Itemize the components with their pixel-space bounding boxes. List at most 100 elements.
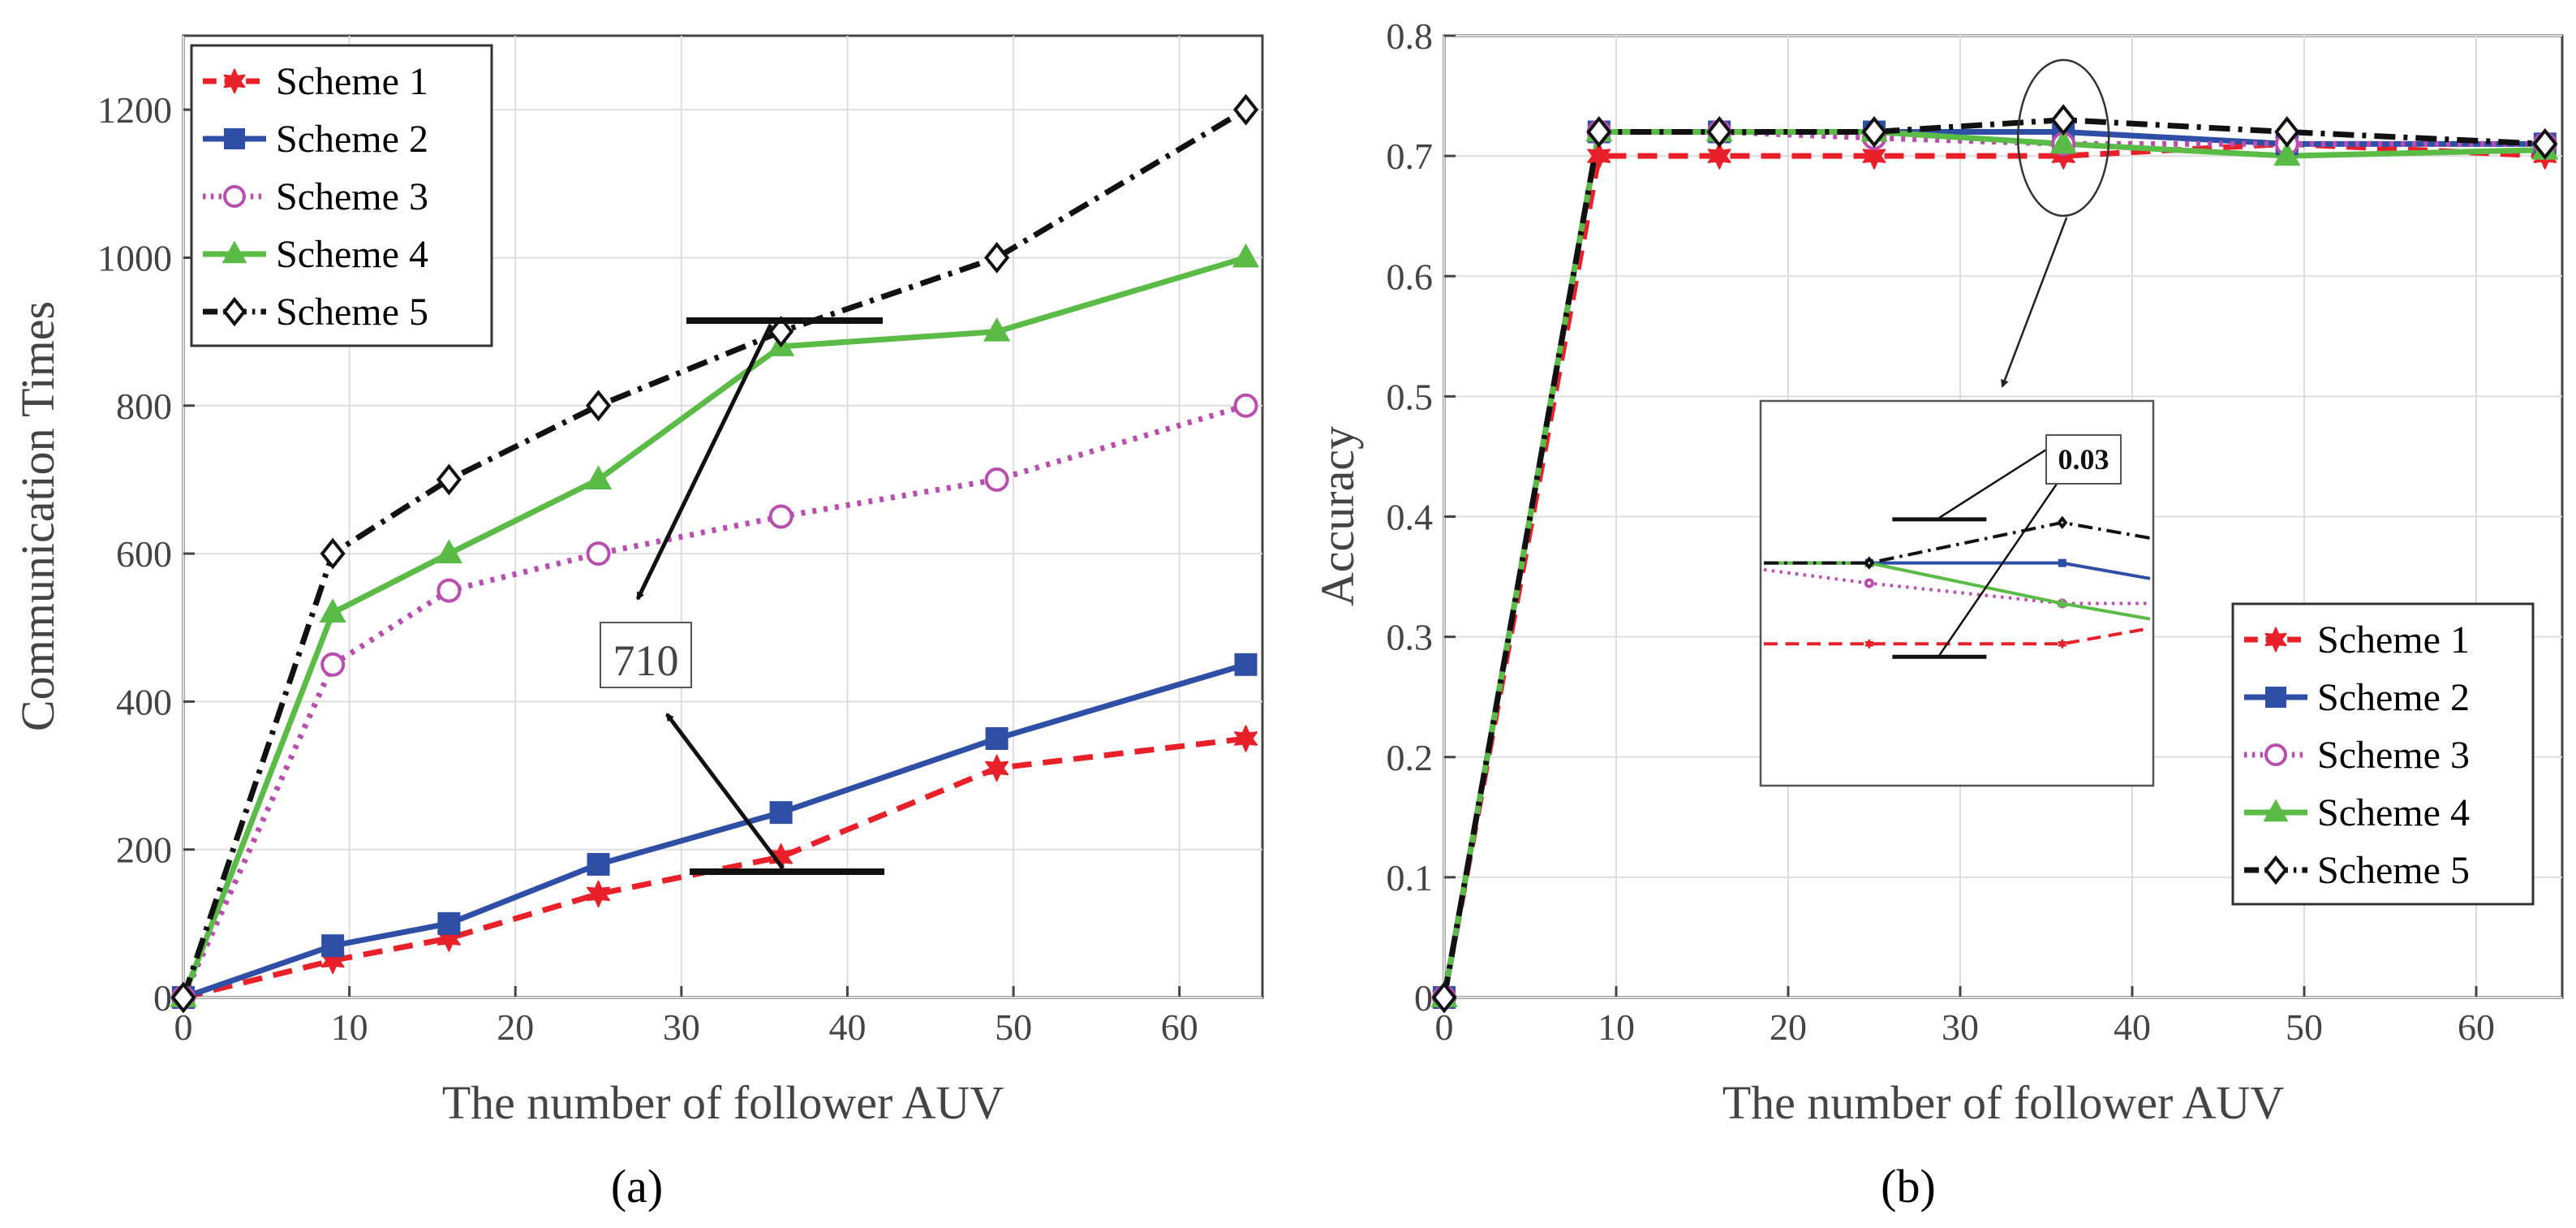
chart-a-series-5-point xyxy=(984,242,1010,274)
chart-a-series-5-point xyxy=(1232,93,1259,126)
chart-a-series-2-point xyxy=(1234,653,1258,676)
chart-b-series-4-point xyxy=(2049,129,2077,154)
chart-b-legend-marker-1 xyxy=(2264,627,2287,653)
chart-a-series-2-point xyxy=(769,801,793,825)
chart-a-y-axis-label: Communication Times xyxy=(11,301,64,731)
chart-b-series-4-point xyxy=(2273,141,2301,166)
chart-a-x-tick-label: 0 xyxy=(174,1006,193,1048)
chart-b-caption: (b) xyxy=(1881,1160,1936,1213)
chart-b-inset-line-1 xyxy=(1764,627,2151,646)
chart-b-y-tick-label: 0.5 xyxy=(1387,376,1434,417)
chart-b-series-5-point xyxy=(2532,127,2558,160)
chart-a-annotation-box xyxy=(600,622,692,688)
chart-b-x-tick-label: 40 xyxy=(2114,1006,2151,1048)
chart-a-x-tick-label: 30 xyxy=(663,1006,700,1048)
chart-a-series-1-point xyxy=(985,754,1009,782)
chart-a-series-5-point xyxy=(170,981,196,1014)
chart-b-inset-pointer-top xyxy=(1938,448,2047,519)
chart-b-series xyxy=(1430,104,2559,1014)
chart-b-inset-label-box xyxy=(2045,434,2122,485)
chart-a-legend-marker-3 xyxy=(223,185,246,208)
chart-b: 0 10 20 30 40 50 60 0 0.1 0.2 0.3 0.4 0.5 0.6 0.7 0.8 0… xyxy=(1311,15,2564,1213)
chart-a-y-tick-label: 200 xyxy=(116,829,172,871)
chart-a-legend-label-5: Scheme 5 xyxy=(276,291,428,334)
chart-b-x-tick-label: 20 xyxy=(1770,1006,1807,1048)
chart-a-x-tick-label: 40 xyxy=(828,1006,866,1048)
chart-b-series-5-point xyxy=(2050,104,2076,136)
chart-a-series-5-point xyxy=(436,463,462,496)
chart-b-inset-line-4 xyxy=(1764,561,2151,621)
chart-b-y-axis-label: Accuracy xyxy=(1311,426,1364,606)
chart-a-legend-label-2: Scheme 2 xyxy=(276,118,428,161)
chart-a-y-tick-label: 1200 xyxy=(97,89,172,131)
chart-a-arrow-down xyxy=(665,713,785,870)
chart-a-series-4-point xyxy=(584,465,613,489)
chart-b-y-tick-label: 0.4 xyxy=(1387,497,1434,538)
chart-a-x-tick-label: 10 xyxy=(331,1006,368,1048)
chart-b-inset-line-5 xyxy=(1764,520,2151,565)
chart-b-annotations xyxy=(2001,58,2110,388)
chart-b-inset-point-2 xyxy=(2058,558,2066,567)
chart-a-series-2-point xyxy=(321,934,345,958)
chart-b-y-tick-label: 0.1 xyxy=(1387,857,1434,898)
chart-b-x-tick-label: 30 xyxy=(1942,1006,1979,1048)
chart-a-series-4-point xyxy=(983,317,1011,342)
chart-a-legend: Scheme 1 Scheme 2 Scheme 3 Scheme 4 Scheme 5 xyxy=(190,44,493,347)
chart-b-legend-marker-2 xyxy=(2265,687,2286,708)
chart-a-y-tick-label: 600 xyxy=(116,533,172,575)
chart-b-inset-pointer-bottom xyxy=(1938,475,2064,656)
chart-a-series-4-point xyxy=(435,539,463,564)
chart-b-series-5-point xyxy=(1586,116,1612,148)
chart-b-series-1-point xyxy=(1862,142,1886,170)
chart-a-legend-label-1: Scheme 1 xyxy=(276,60,428,103)
chart-a-legend-marker-2 xyxy=(224,128,245,149)
chart-b-inset-point-5 xyxy=(1864,556,1875,570)
chart-a-x-tick-label: 60 xyxy=(1161,1006,1198,1048)
chart-a-caption: (a) xyxy=(611,1160,663,1213)
chart-a-y-tick-label: 400 xyxy=(116,681,172,722)
chart-b-y-tick-label: 0.8 xyxy=(1387,15,1434,57)
chart-b-tick-labels: 0 10 20 30 40 50 60 0 0.1 0.2 0.3 0.4 0.5 0.6 0.7 0.8 xyxy=(1387,15,2496,1048)
chart-b-series-5-point xyxy=(1861,116,1887,148)
chart-b-legend-label-2: Scheme 2 xyxy=(2317,676,2470,719)
chart-b-y-tick-label: 0 xyxy=(1414,977,1433,1019)
chart-b-legend-marker-3 xyxy=(2264,743,2287,766)
chart-b-legend-marker-5 xyxy=(2264,855,2288,885)
chart-b-inset-label: 0.03 xyxy=(2058,443,2109,476)
chart-b-inset-point-1 xyxy=(2058,639,2066,649)
chart-b-inset-line-3 xyxy=(1763,567,2150,605)
chart-a-legend-label-4: Scheme 4 xyxy=(276,233,428,276)
chart-a-x-axis-label: The number of follower AUV xyxy=(442,1076,1004,1129)
chart-a-series-3-point xyxy=(586,541,611,567)
chart-b-x-tick-label: 10 xyxy=(1598,1006,1635,1048)
chart-a-series-2-point xyxy=(587,852,610,876)
chart-a-x-tick-label: 50 xyxy=(995,1006,1032,1048)
chart-a-y-tick-label: 800 xyxy=(116,386,172,427)
chart-a-series-4-point xyxy=(319,598,346,623)
chart-a-series-1-point xyxy=(1234,725,1258,752)
chart-b-series-5-point xyxy=(1706,116,1732,148)
chart-a-annotations: 710 xyxy=(600,317,884,875)
chart-b-y-tick-label: 0.3 xyxy=(1387,617,1434,658)
chart-b-inset: 0.03 xyxy=(1759,399,2155,787)
chart-b-series-1-point xyxy=(1707,142,1731,170)
chart-a-series-2-point xyxy=(437,911,461,935)
chart-b-zoom-ellipse xyxy=(2016,58,2110,218)
chart-b-series-5-point xyxy=(2274,116,2300,148)
chart-b-legend-label-5: Scheme 5 xyxy=(2317,849,2470,892)
chart-b-inset-point-5 xyxy=(2057,515,2068,530)
chart-b-legend-marker-4 xyxy=(2263,799,2289,822)
chart-a-series xyxy=(170,93,1260,1014)
chart-b-x-tick-label: 50 xyxy=(2286,1006,2323,1048)
chart-b-x-tick-label: 60 xyxy=(2458,1006,2495,1048)
chart-a-legend-marker-5 xyxy=(222,296,247,327)
chart-a-arrow-up xyxy=(635,323,773,601)
chart-a-series-5-point xyxy=(585,390,612,422)
chart-a-series-2-point xyxy=(985,726,1008,750)
chart-a-series-3-point xyxy=(768,504,793,529)
chart-a-series-3-point xyxy=(1233,393,1258,418)
chart-b-inset-point-1 xyxy=(1864,639,1873,649)
